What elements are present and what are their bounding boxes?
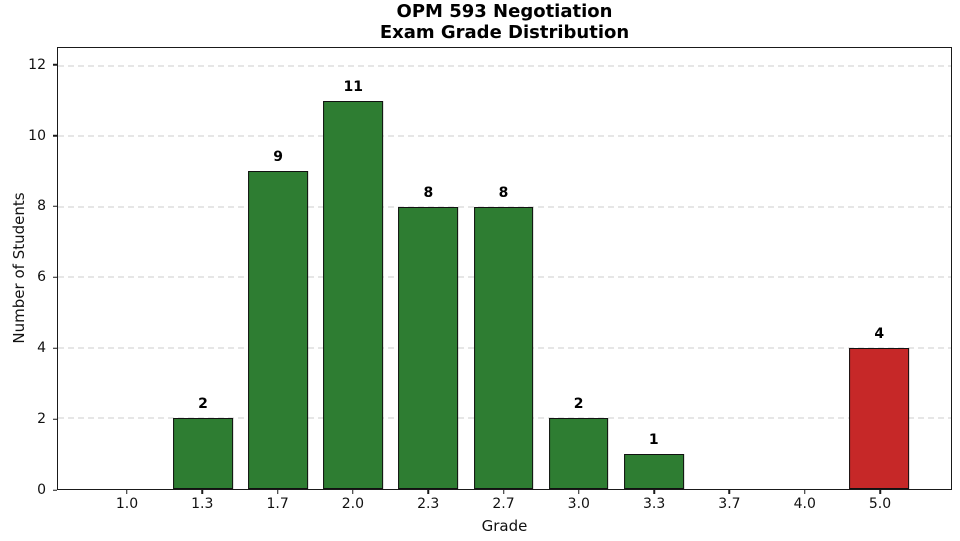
x-tick-mark-1.7 [276, 489, 279, 494]
y-tick-mark-6 [53, 276, 57, 279]
y-axis: 0 2 4 6 8 10 12 [0, 47, 57, 498]
x-tick-mark-1.0 [126, 489, 128, 494]
bar-value-label-1.7: 9 [273, 149, 283, 166]
y-tick-label-0: 0 [37, 482, 46, 498]
bar-3.3 [623, 453, 684, 489]
y-tick-mark-12 [53, 63, 57, 66]
x-tick-label-3.0: 3.0 [567, 496, 590, 512]
x-axis-ticks [57, 489, 952, 495]
bar-value-label-2.7: 8 [498, 184, 509, 201]
x-tick-label-2.0: 2.0 [341, 496, 365, 512]
bar-value-label-5.0: 4 [874, 325, 885, 342]
bar-2.0 [323, 100, 384, 489]
y-tick-mark-0 [53, 489, 57, 491]
y-tick-label-10: 10 [28, 127, 46, 144]
bar-value-label-2.0: 11 [343, 78, 363, 95]
x-tick-mark-2.0 [352, 489, 354, 494]
y-tick-mark-4 [53, 347, 57, 349]
x-tick-label-2.3: 2.3 [417, 496, 440, 512]
gridline-y-12 [58, 65, 951, 67]
x-tick-label-5.0: 5.0 [868, 496, 892, 512]
y-tick-label-12: 12 [28, 56, 46, 73]
x-tick-label-3.3: 3.3 [642, 496, 666, 512]
x-tick-mark-3.0 [578, 489, 580, 494]
x-tick-label-4.0: 4.0 [793, 496, 816, 512]
bar-2.3 [398, 206, 459, 489]
x-tick-mark-3.7 [728, 489, 731, 494]
x-tick-mark-2.3 [427, 489, 429, 494]
y-tick-label-4: 4 [37, 340, 46, 357]
bar-value-label-3.0: 2 [573, 396, 584, 413]
bar-1.7 [248, 171, 309, 489]
x-tick-label-1.7: 1.7 [266, 496, 289, 512]
x-tick-mark-2.7 [502, 489, 505, 494]
y-tick-mark-2 [53, 418, 57, 420]
x-axis-tick-labels: 1.0 1.3 1.7 2.0 2.3 2.7 3.0 3.3 3.7 4.0 5.0 [57, 496, 952, 514]
x-tick-mark-3.3 [653, 489, 655, 494]
plot-area: 2 9 11 8 8 2 1 4 [57, 47, 952, 490]
x-tick-mark-5.0 [879, 489, 881, 494]
y-tick-label-6: 6 [37, 269, 46, 286]
bar-2.7 [473, 206, 534, 489]
bar-value-label-2.3: 8 [423, 184, 434, 201]
bar-1.3 [173, 418, 233, 489]
bar-3.0 [548, 418, 609, 489]
y-tick-label-2: 2 [37, 411, 46, 428]
x-tick-mark-4.0 [803, 489, 806, 494]
x-axis-label: Grade [481, 517, 528, 535]
y-tick-mark-10 [53, 134, 57, 137]
y-tick-mark-8 [53, 205, 57, 208]
x-tick-label-3.7: 3.7 [718, 496, 741, 512]
x-tick-label-1.0: 1.0 [115, 496, 139, 512]
x-tick-mark-1.3 [201, 489, 204, 494]
chart-title-line1: OPM 593 Negotiation [396, 1, 613, 22]
x-tick-label-2.7: 2.7 [492, 496, 515, 512]
chart-title-line2: Exam Grade Distribution [379, 22, 630, 43]
x-tick-label-1.3: 1.3 [191, 496, 214, 512]
gridline-y-10 [58, 135, 951, 137]
bar-value-label-1.3: 2 [198, 396, 208, 413]
y-tick-label-8: 8 [37, 198, 46, 215]
bar-value-label-3.3: 1 [648, 431, 659, 448]
bar-5.0 [849, 347, 910, 489]
chart-title: OPM 593 Negotiation Exam Grade Distribut… [57, 1, 952, 43]
